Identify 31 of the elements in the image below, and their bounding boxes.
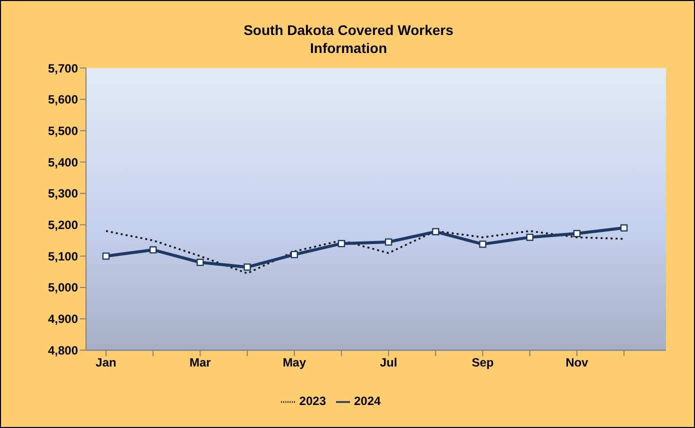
x-tick-label: Jul: [380, 356, 398, 370]
x-tick-label: Jan: [96, 356, 116, 370]
point: [526, 234, 534, 241]
y-tick-label: 5,300: [48, 186, 78, 201]
y-tick-label: 5,600: [48, 92, 78, 107]
y-tick-label: 5,100: [48, 249, 78, 264]
point: [102, 252, 110, 260]
x-tick-label: Sep: [472, 356, 494, 370]
y-tick-label: 5,400: [48, 155, 78, 170]
x-tick-label: May: [282, 356, 306, 370]
point: [196, 258, 204, 266]
legend-label: 2024: [354, 394, 381, 408]
y-tick-label: 4,800: [48, 343, 78, 358]
y-tick-label: 5,700: [48, 61, 78, 76]
point: [573, 230, 581, 238]
point: [290, 250, 298, 258]
legend-label: 2023: [299, 394, 326, 408]
x-tick-label: Nov: [566, 356, 589, 370]
point: [479, 240, 486, 248]
point: [244, 263, 251, 271]
y-tick-label: 5,500: [48, 124, 78, 138]
y-tick-label: 4,900: [48, 312, 78, 326]
point: [432, 228, 440, 236]
x-tick-label: Mar: [190, 356, 212, 370]
y-tick-label: 5,000: [48, 280, 78, 295]
chart-title: South Dakota Covered Workers Information: [242, 21, 454, 57]
point: [338, 240, 346, 248]
y-tick-label: 5,200: [48, 218, 78, 232]
point: [620, 224, 628, 232]
point: [149, 246, 157, 254]
point: [384, 238, 392, 246]
